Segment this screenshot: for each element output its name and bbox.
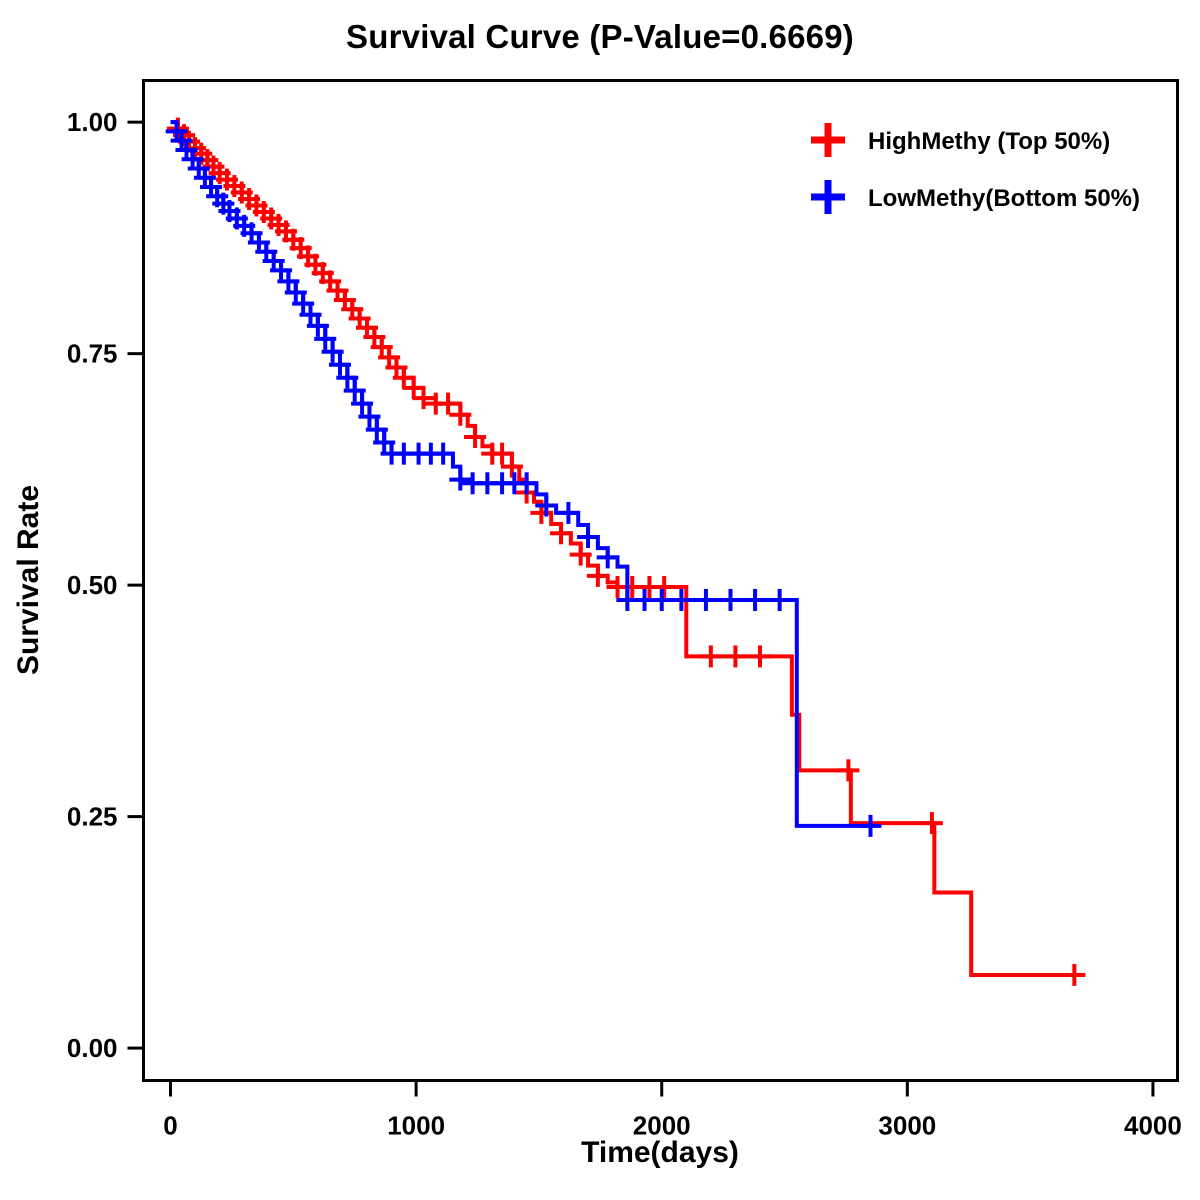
censor-mark	[402, 376, 425, 399]
censor-mark	[336, 366, 359, 389]
x-axis-ticks: 0 1000 2000 3000 4000	[163, 1080, 1182, 1141]
censor-mark	[412, 387, 435, 410]
censor-mark	[277, 270, 300, 293]
censor-mark	[358, 405, 381, 428]
censor-mark	[837, 759, 860, 782]
censor-mark	[449, 403, 472, 426]
y-tick-label: 0.00	[67, 1033, 118, 1063]
censor-mark	[373, 431, 396, 454]
censor-mark	[535, 494, 558, 517]
censor-mark	[744, 588, 767, 611]
x-tick-label: 0	[163, 1111, 177, 1141]
censor-mark	[650, 588, 673, 611]
x-tick-label: 2000	[633, 1111, 691, 1141]
censor-mark	[284, 281, 307, 304]
censor-mark	[748, 645, 771, 668]
censor-mark	[694, 588, 717, 611]
censor-mark	[328, 353, 351, 376]
x-axis-title: Time(days)	[581, 1136, 739, 1169]
y-tick-label: 0.75	[67, 339, 118, 369]
censor-mark	[586, 564, 609, 587]
x-tick-label: 3000	[878, 1111, 936, 1141]
censor-mark	[577, 525, 600, 548]
chart-title: Survival Curve (P-Value=0.6669)	[346, 18, 854, 55]
chart-legend: HighMethy (Top 50%) LowMethy(Bottom 50%)	[811, 123, 1140, 214]
censor-mark	[464, 425, 487, 448]
censor-mark	[724, 645, 747, 668]
censor-mark	[351, 392, 374, 415]
censor-mark	[437, 392, 460, 415]
censor-mark	[392, 366, 415, 389]
y-axis-title: Survival Rate	[12, 485, 45, 675]
censor-mark	[365, 418, 388, 441]
y-tick-label: 0.50	[67, 570, 118, 600]
censor-mark	[719, 588, 742, 611]
censor-mark	[306, 314, 329, 337]
legend-label: LowMethy(Bottom 50%)	[868, 185, 1140, 212]
legend-label: HighMethy (Top 50%)	[868, 128, 1110, 155]
censor-mark	[292, 292, 315, 315]
censor-mark	[653, 575, 676, 598]
censor-mark	[299, 303, 322, 326]
km-series	[165, 120, 882, 837]
censor-mark	[768, 588, 791, 611]
x-tick-label: 4000	[1124, 1111, 1182, 1141]
censor-mark	[550, 522, 573, 545]
series-layer	[165, 117, 1086, 986]
censor-mark	[569, 543, 592, 566]
censor-mark	[321, 340, 344, 363]
censor-mark	[859, 814, 882, 837]
censor-mark	[491, 442, 514, 465]
censor-mark	[920, 812, 943, 835]
censor-mark	[343, 379, 366, 402]
censor-mark	[449, 468, 472, 491]
censor-mark	[670, 588, 693, 611]
y-tick-label: 0.25	[67, 802, 118, 832]
censor-mark	[314, 327, 337, 350]
censor-mark	[557, 501, 580, 524]
y-tick-label: 1.00	[67, 107, 118, 137]
km-series	[166, 117, 1086, 986]
x-tick-label: 1000	[387, 1111, 445, 1141]
legend-item[interactable]: HighMethy (Top 50%)	[811, 123, 1110, 157]
censor-mark	[515, 472, 538, 495]
plot-frame	[142, 79, 1179, 1082]
censor-mark	[270, 259, 293, 282]
censor-mark	[1063, 963, 1086, 986]
legend-item[interactable]: LowMethy(Bottom 50%)	[811, 180, 1140, 214]
y-axis-ticks: 0.00 0.25 0.50 0.75 1.00	[67, 107, 144, 1063]
censor-mark	[699, 645, 722, 668]
censor-mark	[500, 455, 523, 478]
censor-mark	[432, 442, 455, 465]
censor-mark	[596, 546, 619, 569]
